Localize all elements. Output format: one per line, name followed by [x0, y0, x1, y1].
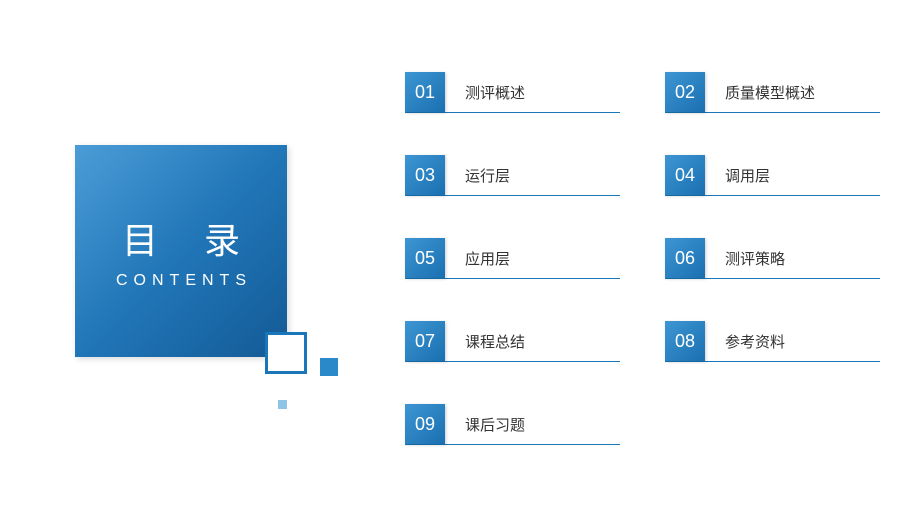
toc-label: 课程总结: [445, 331, 525, 352]
toc-number: 09: [405, 404, 445, 444]
toc-item-04: 04 调用层: [665, 155, 880, 196]
title-main: 目 录: [104, 212, 258, 264]
title-sub: CONTENTS: [110, 272, 252, 290]
toc-label: 质量模型概述: [705, 82, 815, 103]
toc-label: 调用层: [705, 165, 770, 186]
toc-number: 02: [665, 72, 705, 112]
toc-row: 05 应用层 06 测评策略: [405, 238, 885, 279]
toc-item-08: 08 参考资料: [665, 321, 880, 362]
toc-row: 09 课后习题: [405, 404, 885, 445]
toc-label: 测评概述: [445, 82, 525, 103]
toc-item-01: 01 测评概述: [405, 72, 620, 113]
toc-item-02: 02 质量模型概述: [665, 72, 880, 113]
toc-number: 04: [665, 155, 705, 195]
toc-item-09: 09 课后习题: [405, 404, 620, 445]
title-block: 目 录 CONTENTS: [75, 145, 287, 357]
toc-item-05: 05 应用层: [405, 238, 620, 279]
toc-row: 01 测评概述 02 质量模型概述: [405, 72, 885, 113]
decoration-small-square: [320, 358, 338, 376]
toc-number: 03: [405, 155, 445, 195]
toc-row: 03 运行层 04 调用层: [405, 155, 885, 196]
toc-number: 08: [665, 321, 705, 361]
toc-item-07: 07 课程总结: [405, 321, 620, 362]
toc-label: 参考资料: [705, 331, 785, 352]
decoration-tiny-square: [278, 400, 287, 409]
toc-label: 应用层: [445, 248, 510, 269]
toc-item-03: 03 运行层: [405, 155, 620, 196]
toc-row: 07 课程总结 08 参考资料: [405, 321, 885, 362]
toc-grid: 01 测评概述 02 质量模型概述 03 运行层 04 调用层 05 应用层 0…: [405, 72, 885, 487]
toc-number: 06: [665, 238, 705, 278]
toc-label: 运行层: [445, 165, 510, 186]
toc-label: 课后习题: [445, 414, 525, 435]
toc-item-06: 06 测评策略: [665, 238, 880, 279]
decoration-outline-square: [265, 332, 307, 374]
toc-number: 05: [405, 238, 445, 278]
toc-label: 测评策略: [705, 248, 785, 269]
toc-number: 01: [405, 72, 445, 112]
toc-number: 07: [405, 321, 445, 361]
